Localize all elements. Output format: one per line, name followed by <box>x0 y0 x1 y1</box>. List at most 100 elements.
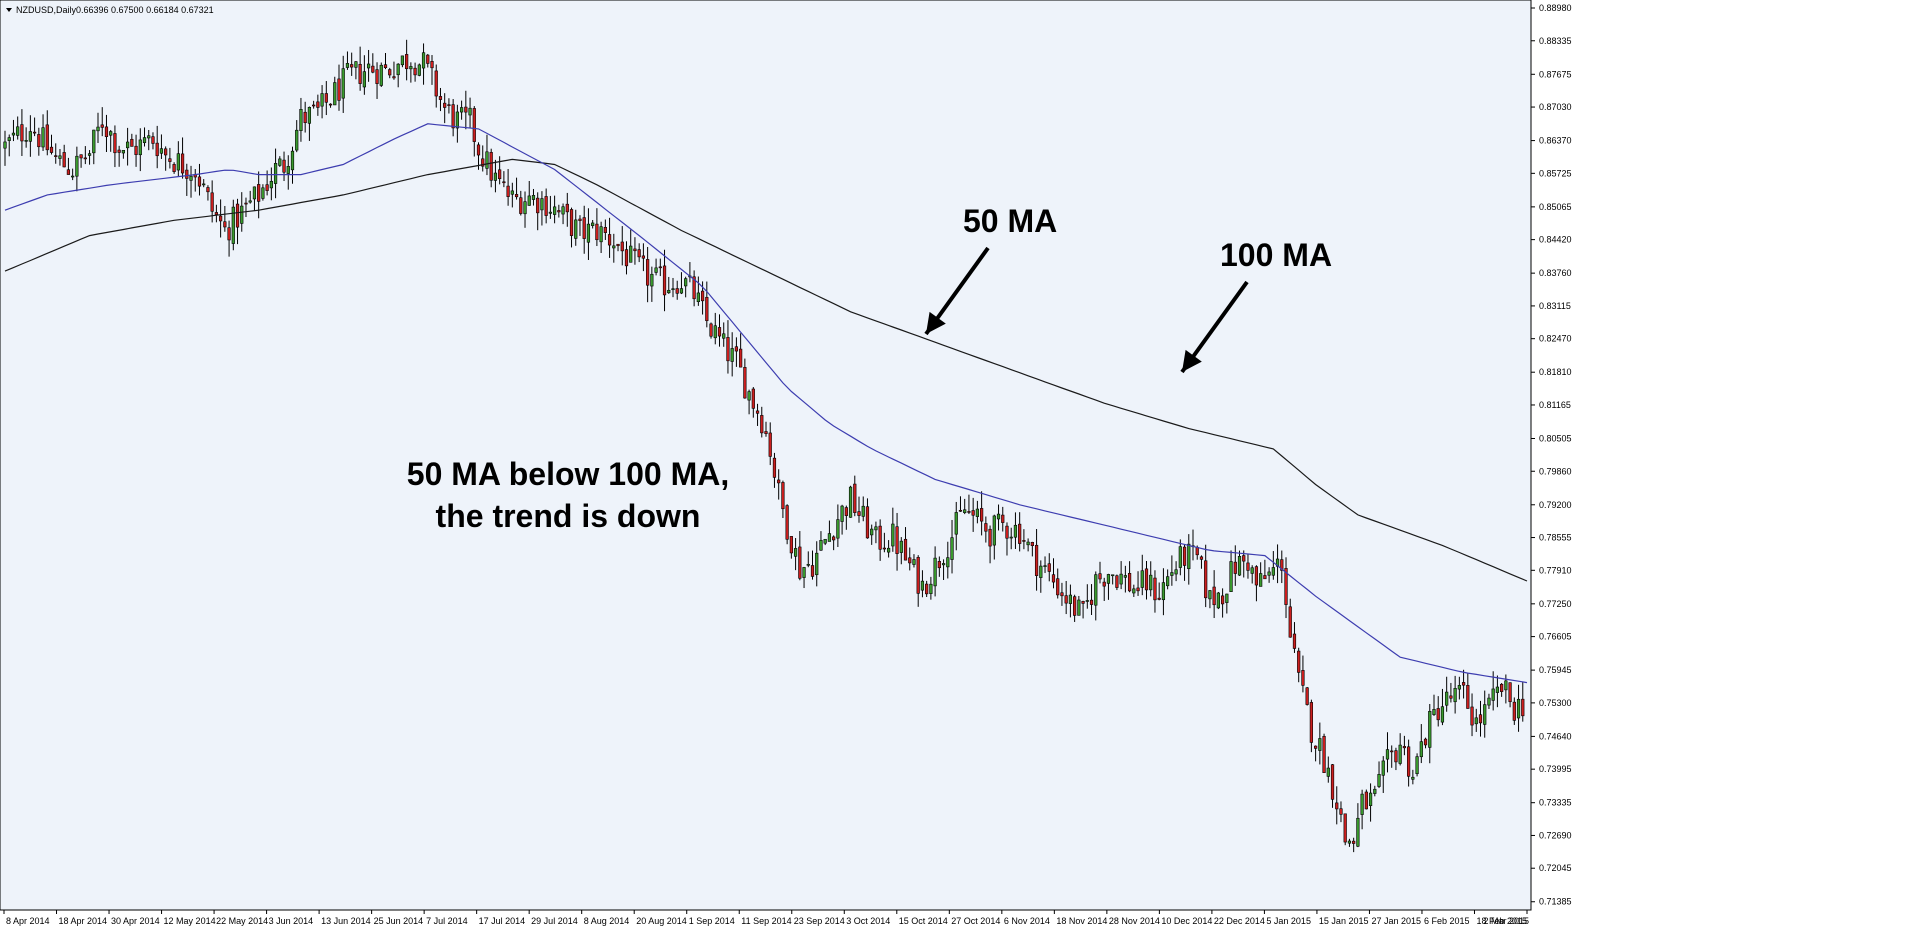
candle-down <box>1390 750 1394 753</box>
candle-down <box>582 217 586 239</box>
candle-up <box>1106 574 1111 584</box>
candle-up <box>87 153 92 156</box>
triangle-down-icon[interactable] <box>6 8 12 12</box>
candle-down <box>1089 599 1094 605</box>
candle-up <box>459 107 464 113</box>
candle-up <box>819 540 823 551</box>
candle-up <box>531 195 536 200</box>
candle-down <box>1314 745 1318 749</box>
candle-up <box>1356 817 1360 847</box>
candle-up <box>16 126 20 136</box>
candle-up <box>1516 698 1521 719</box>
y-tick-label: 0.75945 <box>1539 665 1572 675</box>
candle-down <box>637 249 641 258</box>
candle-up <box>975 508 979 517</box>
candle-up <box>202 183 206 186</box>
candle-down <box>113 133 117 154</box>
y-tick-label: 0.73995 <box>1539 764 1572 774</box>
candle-down <box>1305 687 1309 705</box>
candle-down <box>903 538 908 561</box>
candle-up <box>1094 574 1098 606</box>
y-tick-label: 0.85725 <box>1539 168 1572 178</box>
candle-up <box>586 223 591 243</box>
candle-up <box>468 107 472 116</box>
candle-down <box>781 482 785 510</box>
x-tick-label: 1 Sep 2014 <box>689 916 735 926</box>
candle-down <box>383 64 388 69</box>
x-tick-label: 25 Jun 2014 <box>374 916 424 926</box>
candle-down <box>980 508 984 522</box>
candle-down <box>925 583 929 595</box>
candle-down <box>151 136 155 144</box>
candle-up <box>121 149 125 154</box>
candle-up <box>920 580 925 591</box>
candle-up <box>189 175 193 181</box>
candle-down <box>1030 541 1034 546</box>
candle-down <box>878 525 882 550</box>
candle-up <box>273 163 278 184</box>
candle-up <box>1504 680 1508 691</box>
candle-down <box>489 152 493 181</box>
x-tick-label: 8 Apr 2014 <box>6 916 50 926</box>
candle-down <box>641 255 646 259</box>
candle-down <box>984 523 988 532</box>
candle-up <box>1026 541 1030 546</box>
candle-down <box>244 202 248 205</box>
x-tick-label: 17 Jul 2014 <box>479 916 526 926</box>
candle-down <box>328 103 333 106</box>
arrow-to-ma50 <box>924 246 990 336</box>
candle-up <box>248 200 252 203</box>
candle-down <box>130 138 134 147</box>
candle-down <box>180 153 185 174</box>
candle-down <box>832 536 836 541</box>
candle-down <box>1064 595 1068 604</box>
candle-up <box>1347 840 1352 844</box>
candle-down <box>426 54 430 64</box>
candle-up <box>421 52 426 69</box>
candle-up <box>333 82 337 106</box>
candle-down <box>1402 746 1407 749</box>
candle-down <box>1478 714 1483 724</box>
candle-up <box>1225 593 1229 603</box>
x-tick-label: 11 Sep 2014 <box>741 916 791 926</box>
candle-up <box>870 528 874 536</box>
candle-down <box>45 124 49 151</box>
candle-down <box>844 507 848 516</box>
candle-up <box>1178 546 1182 568</box>
candle-up <box>730 348 734 362</box>
y-tick-label: 0.78555 <box>1539 533 1572 543</box>
plot-area[interactable] <box>0 0 1532 911</box>
candle-up <box>362 71 366 88</box>
candle-up <box>307 106 312 124</box>
candle-up <box>713 325 717 339</box>
candle-up <box>1483 704 1487 725</box>
candle-up <box>1208 590 1212 600</box>
candle-up <box>1132 588 1136 594</box>
candle-down <box>709 323 713 337</box>
candle-up <box>142 137 147 144</box>
x-tick-label: 10 Dec 2014 <box>1161 916 1212 926</box>
candle-up <box>379 64 383 86</box>
candle-down <box>700 290 705 302</box>
candle-up <box>1373 788 1377 794</box>
candle-up <box>823 538 827 544</box>
x-axis: 8 Apr 2014 18 Apr 2014 30 Apr 2014 12 May 2… <box>3 910 1529 926</box>
candle-down <box>916 557 920 594</box>
candle-up <box>1039 565 1043 578</box>
candle-down <box>1115 575 1119 588</box>
y-tick-label: 0.76605 <box>1539 632 1572 642</box>
candle-down <box>168 158 172 162</box>
candle-down <box>1195 546 1199 556</box>
candle-down <box>1352 840 1356 844</box>
candle-up <box>1187 543 1191 569</box>
candle-down <box>350 64 354 68</box>
candle-down <box>1127 573 1132 592</box>
candle-down <box>853 483 857 513</box>
candle-up <box>1149 574 1153 591</box>
candle-up <box>650 273 654 287</box>
candle-up <box>891 523 895 547</box>
candle-down <box>726 337 730 362</box>
candle-down <box>519 197 523 214</box>
